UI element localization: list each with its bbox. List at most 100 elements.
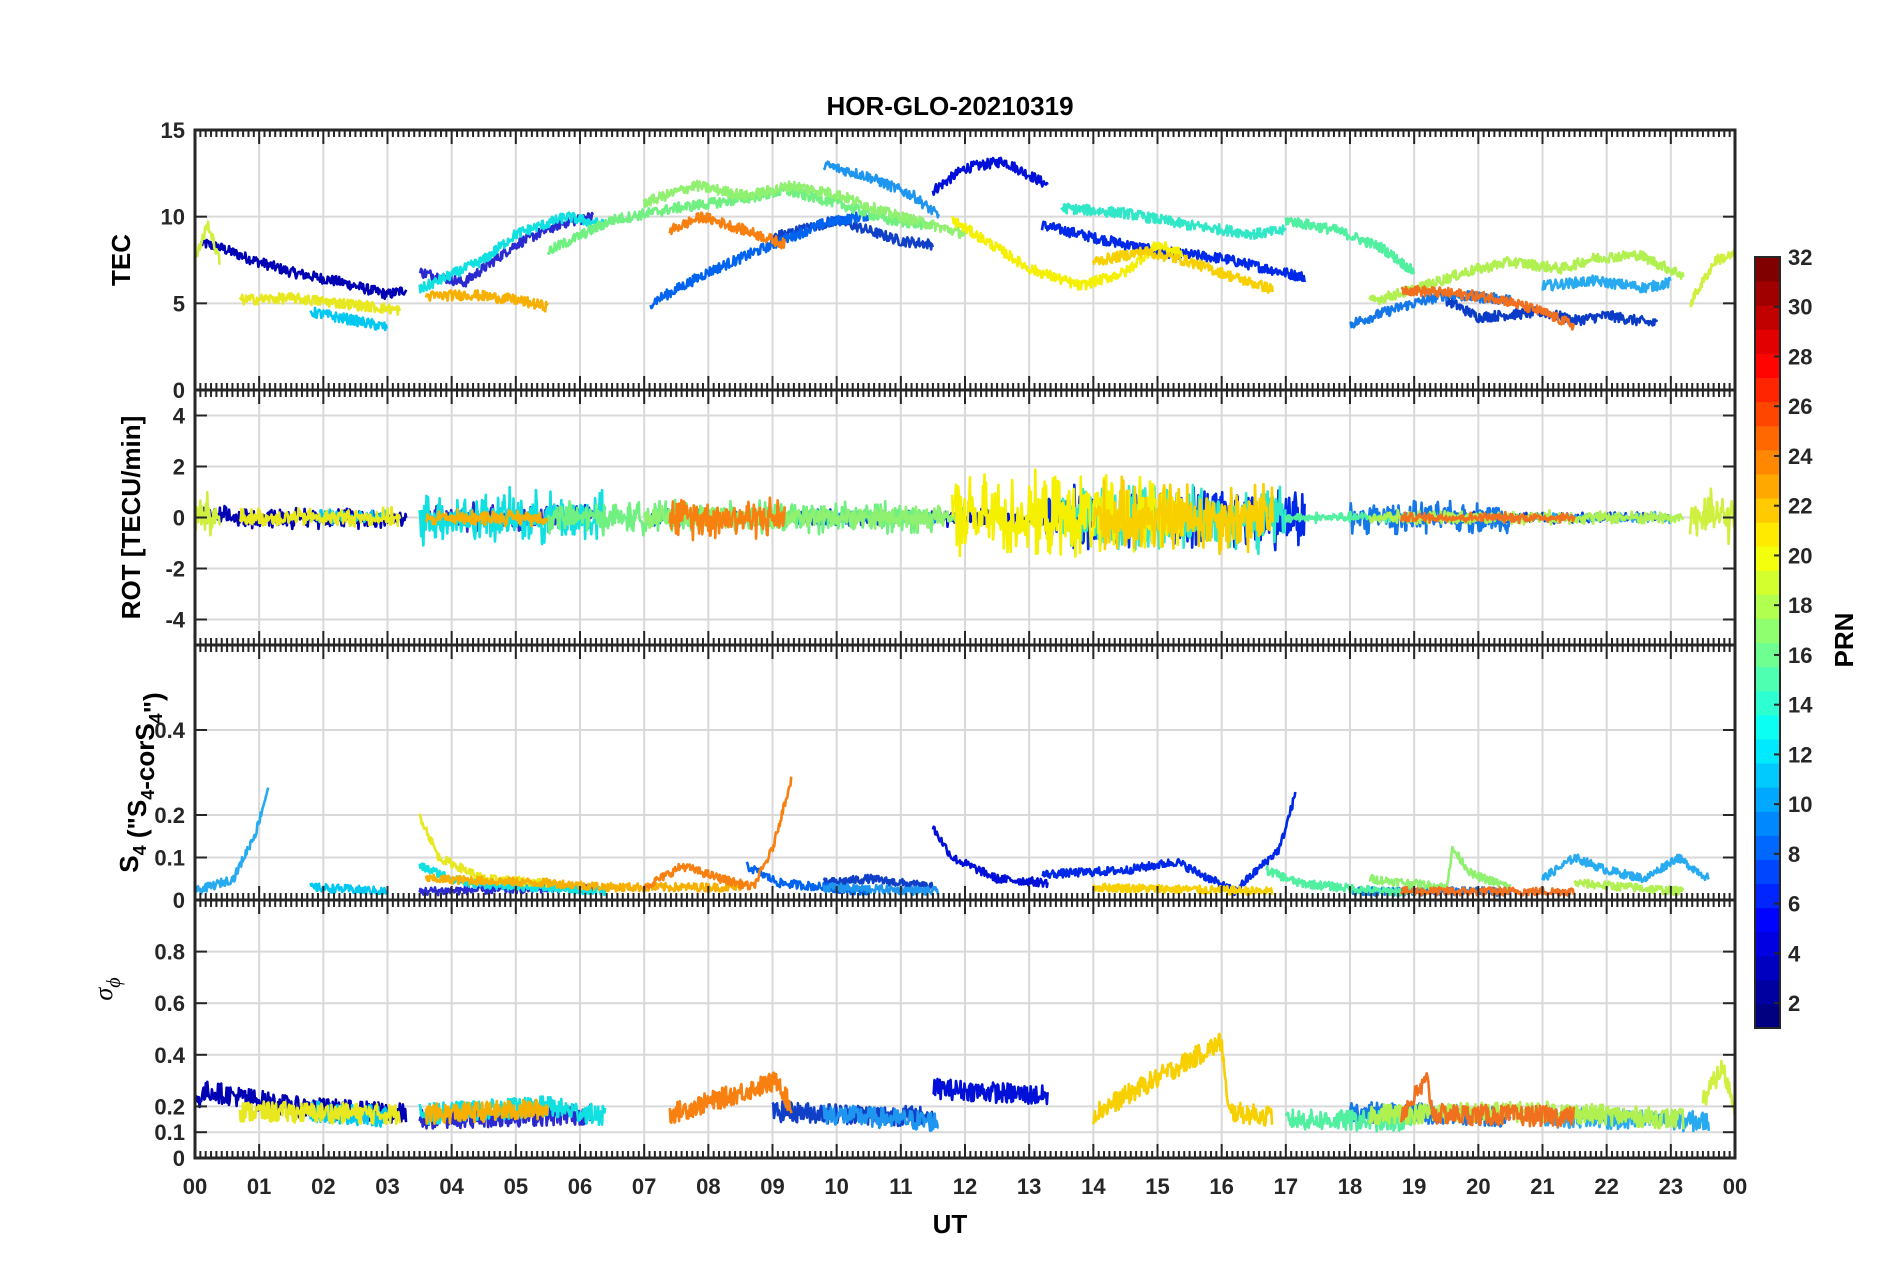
series-prn-19 [195, 490, 222, 537]
y-axis-label: σϕ [89, 977, 125, 1000]
series-prn-25 [1400, 510, 1576, 525]
x-tick-label: 10 [824, 1174, 848, 1199]
x-tick-label: 16 [1209, 1174, 1233, 1199]
colorbar-tick-label: 30 [1788, 295, 1812, 320]
y-tick-label: 0.2 [154, 803, 185, 828]
series-prn-3 [931, 825, 1049, 889]
colorbar-tick-label: 32 [1788, 245, 1812, 270]
x-tick-label: 22 [1594, 1174, 1618, 1199]
series-prn-19 [1688, 487, 1735, 546]
series-prn-22 [1092, 246, 1274, 294]
series-prn-23 [424, 873, 742, 893]
colorbar-swatch [1755, 931, 1780, 957]
colorbar-swatch [1755, 666, 1780, 692]
colorbar-swatch [1755, 594, 1780, 620]
colorbar-tick-label: 12 [1788, 742, 1812, 767]
series-prn-6 [772, 215, 934, 251]
series-prn-10 [822, 160, 940, 219]
colorbar-swatch [1755, 979, 1780, 1005]
y-tick-label: 5 [173, 291, 185, 316]
panel-sigma: 00.10.2 0.4 0.6 0.8 σϕ [89, 898, 1737, 1171]
colorbar-label: PRN [1829, 613, 1859, 668]
y-tick-label: 0.4 [154, 718, 185, 743]
y-tick-label: 0.1 [154, 1120, 185, 1145]
label-subscript: 4 [130, 845, 150, 855]
y-tick-label: 0 [173, 378, 185, 403]
series-prn-19 [1701, 1059, 1735, 1116]
colorbar-swatch [1755, 522, 1780, 547]
colorbar-swatch [1755, 955, 1780, 981]
series-prn-11 [1541, 853, 1710, 884]
series-prn-3 [932, 1077, 1049, 1106]
colorbar-swatch [1755, 690, 1780, 716]
series-prn-22 [1092, 1032, 1274, 1127]
x-tick-label: 15 [1145, 1174, 1169, 1199]
colorbar-swatch [1755, 377, 1780, 403]
colorbar-swatch [1755, 787, 1780, 812]
series-prn-21 [950, 468, 1185, 558]
colorbar-swatch [1755, 257, 1780, 282]
colorbar-swatch [1755, 449, 1780, 475]
series-prn-4 [1041, 791, 1297, 897]
colorbar-swatch [1755, 546, 1780, 571]
label-part: -corS [130, 723, 160, 789]
label-subscript: ϕ [103, 977, 125, 987]
series-prn-23 [424, 508, 549, 528]
y-tick-label: 0.6 [154, 991, 185, 1016]
colorbar-swatch [1755, 859, 1780, 885]
axes-frame [193, 898, 1737, 1160]
y-axis-label: TEC [106, 234, 136, 286]
colorbar-swatch [1755, 281, 1780, 306]
x-tick-label: 02 [311, 1174, 335, 1199]
series-layer [195, 1032, 1735, 1133]
y-tick-label: 15 [161, 118, 185, 143]
y-axis-label: S4 ("S4-corS4") [114, 692, 168, 872]
x-tick-label: 11 [889, 1174, 912, 1199]
x-tick-label: 07 [632, 1174, 656, 1199]
panel-tec: 0 5 10 15 TEC [106, 118, 1737, 403]
series-prn-10 [822, 1104, 940, 1132]
colorbar-tick-label: 8 [1788, 842, 1800, 867]
colorbar-tick-label: 10 [1788, 792, 1812, 817]
series-prn-24 [668, 211, 786, 250]
x-tick-label: 04 [439, 1174, 464, 1199]
grid [194, 645, 1736, 901]
label-subscript: 4 [146, 713, 166, 723]
label-part: ("S [122, 800, 152, 846]
series-prn-3 [931, 156, 1049, 196]
series-prn-17 [1368, 845, 1512, 892]
colorbar-swatch [1755, 497, 1780, 523]
colorbar-swatch [1755, 714, 1780, 740]
series-prn-24 [642, 776, 793, 892]
y-tick-label: 0.4 [154, 1043, 185, 1068]
x-tick-label: 00 [1723, 1174, 1747, 1199]
series-layer [195, 776, 1710, 897]
colorbar-swatch [1755, 907, 1780, 933]
x-axis-label: UT [933, 1209, 968, 1239]
y-tick-label: 4 [173, 404, 186, 429]
colorbar-tick-label: 20 [1788, 543, 1812, 568]
colorbar-swatch [1755, 473, 1780, 499]
colorbar-swatch [1755, 570, 1780, 595]
x-tick-label: 19 [1402, 1174, 1426, 1199]
colorbar-tick-label: 22 [1788, 494, 1812, 519]
series-prn-20 [238, 505, 402, 528]
colorbar-tick-label: 16 [1788, 643, 1812, 668]
series-prn-2 [200, 236, 408, 301]
label-subscript: 4 [138, 790, 158, 800]
series-prn-8 [649, 209, 870, 310]
series-prn-12 [309, 306, 388, 332]
x-tick-label: 08 [696, 1174, 720, 1199]
colorbar-tick-label: 18 [1788, 593, 1812, 618]
colorbar-tick-label: 26 [1788, 394, 1812, 419]
y-tick-label: -2 [165, 557, 185, 582]
colorbar-swatch [1755, 1003, 1780, 1029]
series-layer [195, 468, 1735, 558]
series-prn-23 [424, 1098, 549, 1125]
series-prn-18 [1368, 249, 1685, 306]
colorbar-swatch [1755, 835, 1780, 860]
panel-s4: 00.10.20.4S4 ("S4-corS4") [114, 643, 1737, 913]
colorbar-tick-label: 28 [1788, 344, 1812, 369]
label-part: σ [89, 987, 118, 1001]
